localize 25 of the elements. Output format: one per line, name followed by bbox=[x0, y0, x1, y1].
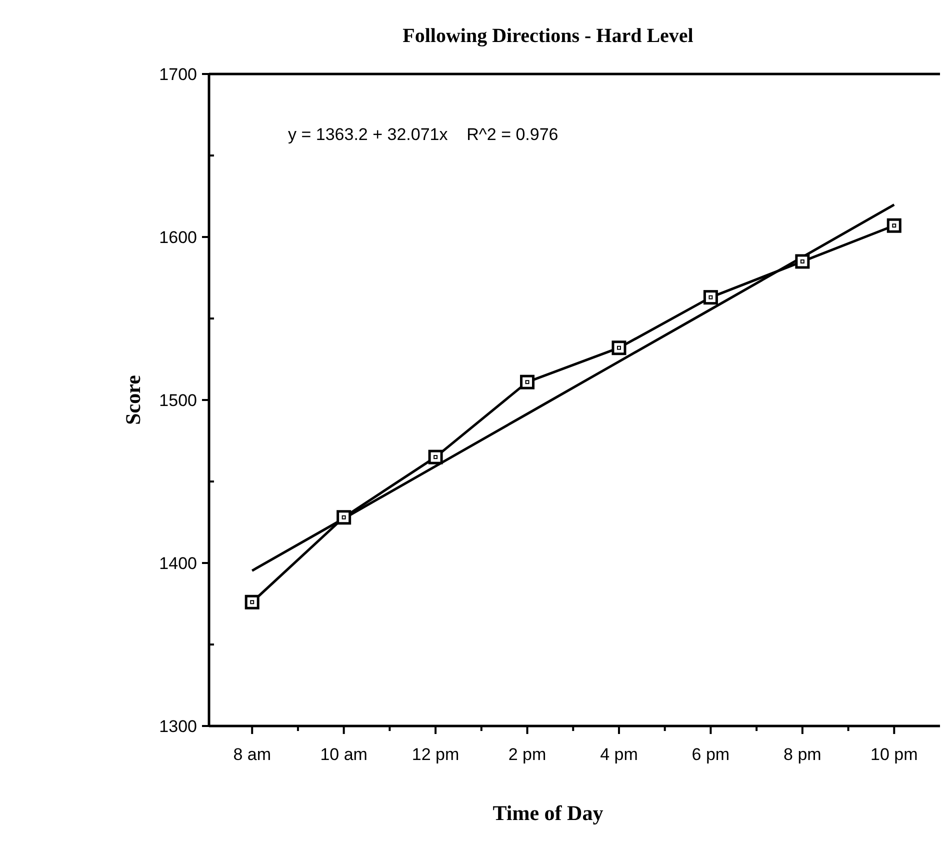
x-tick-label: 10 am bbox=[320, 745, 368, 764]
chart-title: Following Directions - Hard Level bbox=[402, 25, 694, 47]
annotation: y = 1363.2 + 32.071x R^2 = 0.976 bbox=[288, 125, 558, 144]
point bbox=[795, 254, 810, 269]
point bbox=[886, 218, 902, 233]
point bbox=[244, 594, 260, 610]
point bbox=[336, 510, 352, 525]
x-tick-label: 6 pm bbox=[692, 745, 730, 764]
point bbox=[703, 290, 718, 305]
y-tick-label: 1400 bbox=[159, 554, 197, 573]
y-axis-title: Score bbox=[121, 375, 145, 425]
x-axis-title: Time of Day bbox=[492, 801, 604, 825]
y-tick-label: 1500 bbox=[159, 390, 197, 410]
point bbox=[520, 374, 535, 390]
y-tick-label: 1600 bbox=[159, 228, 197, 247]
x-tick-label: 12 pm bbox=[412, 745, 460, 764]
x-tick-label: 8 am bbox=[233, 745, 272, 764]
y-tick-label: 1700 bbox=[159, 64, 197, 84]
point bbox=[612, 340, 626, 356]
y-tick-label: 1300 bbox=[159, 716, 197, 736]
x-tick-label: 8 pm bbox=[784, 745, 822, 764]
point bbox=[428, 450, 443, 464]
x-tick-label: 10 pm bbox=[870, 745, 918, 764]
x-tick-label: 2 pm bbox=[508, 745, 546, 764]
x-tick-label: 4 pm bbox=[600, 745, 638, 764]
